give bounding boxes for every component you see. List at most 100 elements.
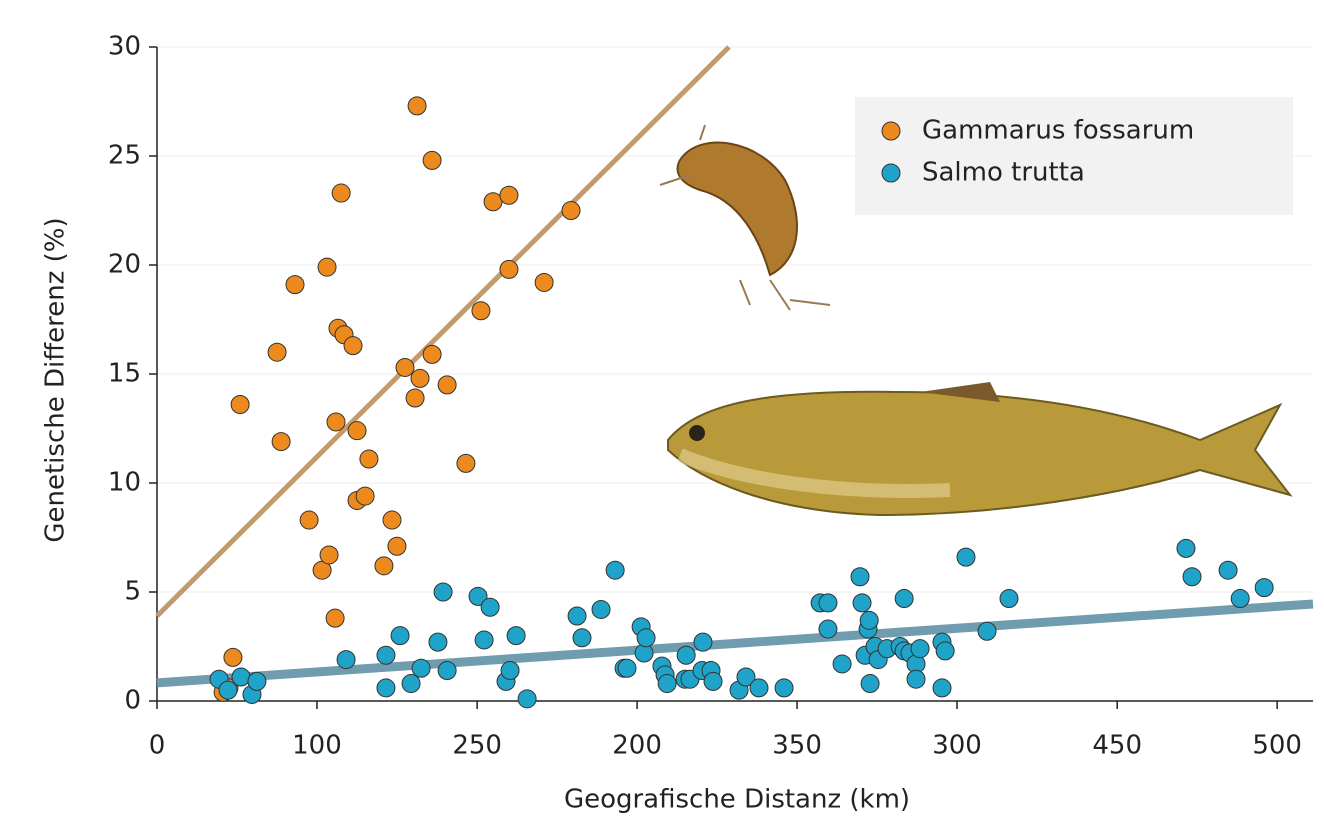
- x-tick-label: 500: [1252, 731, 1302, 761]
- y-tick-label: 10: [108, 468, 141, 498]
- point: [592, 600, 610, 618]
- legend: Gammarus fossarum Salmo trutta: [855, 97, 1293, 215]
- point: [637, 629, 655, 647]
- y-tick-label: 20: [108, 250, 141, 280]
- point: [348, 422, 366, 440]
- point: [377, 679, 395, 697]
- point: [481, 598, 499, 616]
- chart: Geografische Distanz (km) Genetische Dif…: [0, 0, 1324, 835]
- point: [573, 629, 591, 647]
- point: [300, 511, 318, 529]
- point: [344, 337, 362, 355]
- point: [320, 546, 338, 564]
- point: [500, 186, 518, 204]
- point: [360, 450, 378, 468]
- point: [936, 642, 954, 660]
- point: [694, 633, 712, 651]
- point: [1000, 590, 1018, 608]
- point: [851, 568, 869, 586]
- point: [518, 690, 536, 708]
- point: [391, 627, 409, 645]
- point: [475, 631, 493, 649]
- point: [501, 661, 519, 679]
- x-tick-label: 350: [772, 731, 822, 761]
- x-tick-label: 200: [612, 731, 662, 761]
- point: [775, 679, 793, 697]
- point: [332, 184, 350, 202]
- legend-marker: [882, 122, 900, 140]
- point: [375, 557, 393, 575]
- point: [268, 343, 286, 361]
- point: [457, 454, 475, 472]
- point: [978, 622, 996, 640]
- point: [408, 97, 426, 115]
- point: [860, 611, 878, 629]
- point: [396, 358, 414, 376]
- point: [337, 651, 355, 669]
- point: [535, 273, 553, 291]
- point: [356, 487, 374, 505]
- point: [1231, 590, 1249, 608]
- point: [411, 369, 429, 387]
- legend-label: Gammarus fossarum: [922, 116, 1194, 146]
- point: [1255, 579, 1273, 597]
- point: [429, 633, 447, 651]
- legend-label: Salmo trutta: [922, 158, 1085, 188]
- point: [423, 345, 441, 363]
- point: [423, 151, 441, 169]
- x-tick-label: 0: [149, 731, 166, 761]
- point: [327, 413, 345, 431]
- x-tick-label: 250: [452, 731, 502, 761]
- point: [606, 561, 624, 579]
- point: [383, 511, 401, 529]
- point: [1219, 561, 1237, 579]
- point: [388, 537, 406, 555]
- point: [704, 672, 722, 690]
- point: [911, 640, 929, 658]
- x-tick-label: 450: [1092, 731, 1142, 761]
- point: [677, 646, 695, 664]
- point: [568, 607, 586, 625]
- x-tick-label: 100: [292, 731, 342, 761]
- point: [484, 193, 502, 211]
- trend-line: [157, 47, 729, 616]
- point: [861, 675, 879, 693]
- point: [402, 675, 420, 693]
- point: [472, 302, 490, 320]
- point: [895, 590, 913, 608]
- x-axis-title: Geografische Distanz (km): [564, 785, 910, 815]
- point: [853, 594, 871, 612]
- point: [434, 583, 452, 601]
- point: [933, 679, 951, 697]
- point: [819, 594, 837, 612]
- point: [286, 276, 304, 294]
- point: [326, 609, 344, 627]
- point: [1183, 568, 1201, 586]
- point: [377, 646, 395, 664]
- y-axis-title: Genetische Differenz (%): [41, 217, 71, 542]
- point: [219, 681, 237, 699]
- point: [232, 668, 250, 686]
- point: [833, 655, 851, 673]
- point: [507, 627, 525, 645]
- y-tick-label: 15: [108, 359, 141, 389]
- y-tick-label: 0: [124, 686, 141, 716]
- point: [318, 258, 336, 276]
- point: [562, 202, 580, 220]
- point: [406, 389, 424, 407]
- legend-marker: [882, 164, 900, 182]
- point: [412, 659, 430, 677]
- point: [438, 376, 456, 394]
- point: [272, 433, 290, 451]
- y-tick-label: 25: [108, 141, 141, 171]
- point: [1177, 539, 1195, 557]
- point: [957, 548, 975, 566]
- point: [224, 648, 242, 666]
- point: [750, 679, 768, 697]
- point: [438, 661, 456, 679]
- point: [500, 260, 518, 278]
- point: [248, 672, 266, 690]
- y-tick-label: 5: [124, 577, 141, 607]
- point: [658, 675, 676, 693]
- point: [231, 396, 249, 414]
